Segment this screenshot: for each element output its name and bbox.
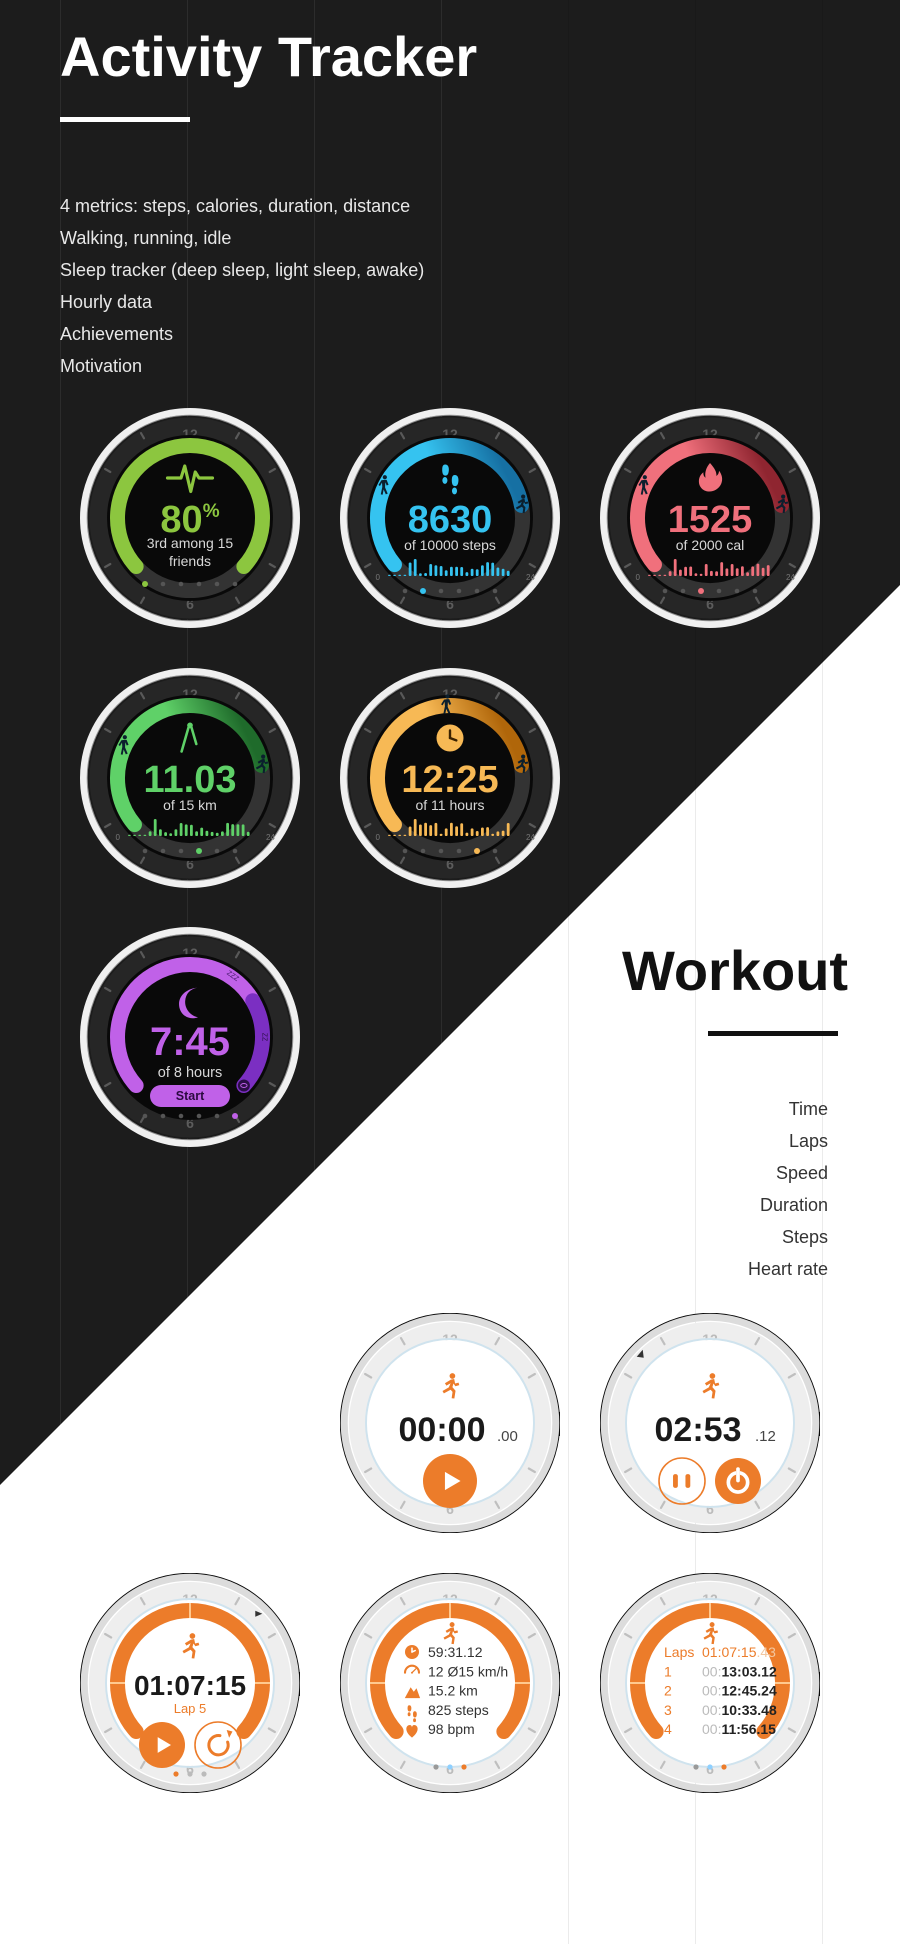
svg-text:7:45: 7:45: [150, 1020, 230, 1064]
svg-text:8630: 8630: [408, 499, 493, 541]
svg-text:1525: 1525: [668, 499, 753, 541]
svg-text:of 8 hours: of 8 hours: [158, 1065, 223, 1081]
svg-text:ZZ: ZZ: [261, 1033, 268, 1042]
svg-text:2: 2: [664, 1683, 672, 1699]
svg-text:00:12:45.24: 00:12:45.24: [702, 1683, 777, 1699]
svg-text:of 15 km: of 15 km: [163, 797, 217, 813]
svg-text:0: 0: [376, 573, 381, 582]
svg-text:Lap 5: Lap 5: [174, 1701, 207, 1716]
svg-text:00:13:03.12: 00:13:03.12: [702, 1663, 777, 1679]
svg-text:of 2000 cal: of 2000 cal: [676, 537, 745, 553]
svg-text:24: 24: [526, 833, 535, 842]
svg-text:02:53: 02:53: [655, 1411, 742, 1449]
svg-text:0: 0: [116, 833, 121, 842]
svg-text:Laps: Laps: [664, 1644, 694, 1660]
svg-text:Start: Start: [176, 1089, 205, 1103]
svg-text:of 10000 steps: of 10000 steps: [404, 537, 496, 553]
svg-text:12:25: 12:25: [401, 759, 498, 801]
svg-text:3rd among 15: 3rd among 15: [147, 535, 234, 551]
svg-text:01:07:15.43: 01:07:15.43: [702, 1644, 776, 1660]
svg-text:825 steps: 825 steps: [428, 1702, 489, 1718]
svg-text:.00: .00: [497, 1428, 518, 1445]
svg-text:0: 0: [376, 833, 381, 842]
svg-text:00:10:33.48: 00:10:33.48: [702, 1702, 777, 1718]
svg-text:24: 24: [786, 573, 795, 582]
svg-text:98 bpm: 98 bpm: [428, 1721, 475, 1737]
svg-text:59:31.12: 59:31.12: [428, 1644, 483, 1660]
svg-text:24: 24: [266, 833, 275, 842]
svg-text:01:07:15: 01:07:15: [134, 1670, 246, 1701]
svg-text:4: 4: [664, 1721, 672, 1737]
svg-text:15.2 km: 15.2 km: [428, 1683, 478, 1699]
svg-text:1: 1: [664, 1663, 672, 1679]
svg-text:.12: .12: [755, 1428, 776, 1445]
svg-text:3: 3: [664, 1702, 672, 1718]
svg-text:00:00: 00:00: [399, 1411, 486, 1449]
svg-text:11.03: 11.03: [144, 759, 237, 801]
svg-text:24: 24: [526, 573, 535, 582]
svg-text:of 11 hours: of 11 hours: [415, 797, 484, 813]
svg-text:friends: friends: [169, 553, 211, 569]
svg-text:0: 0: [636, 573, 641, 582]
svg-text:00:11:56.15: 00:11:56.15: [702, 1721, 776, 1737]
svg-text:12 Ø15 km/h: 12 Ø15 km/h: [428, 1663, 508, 1679]
